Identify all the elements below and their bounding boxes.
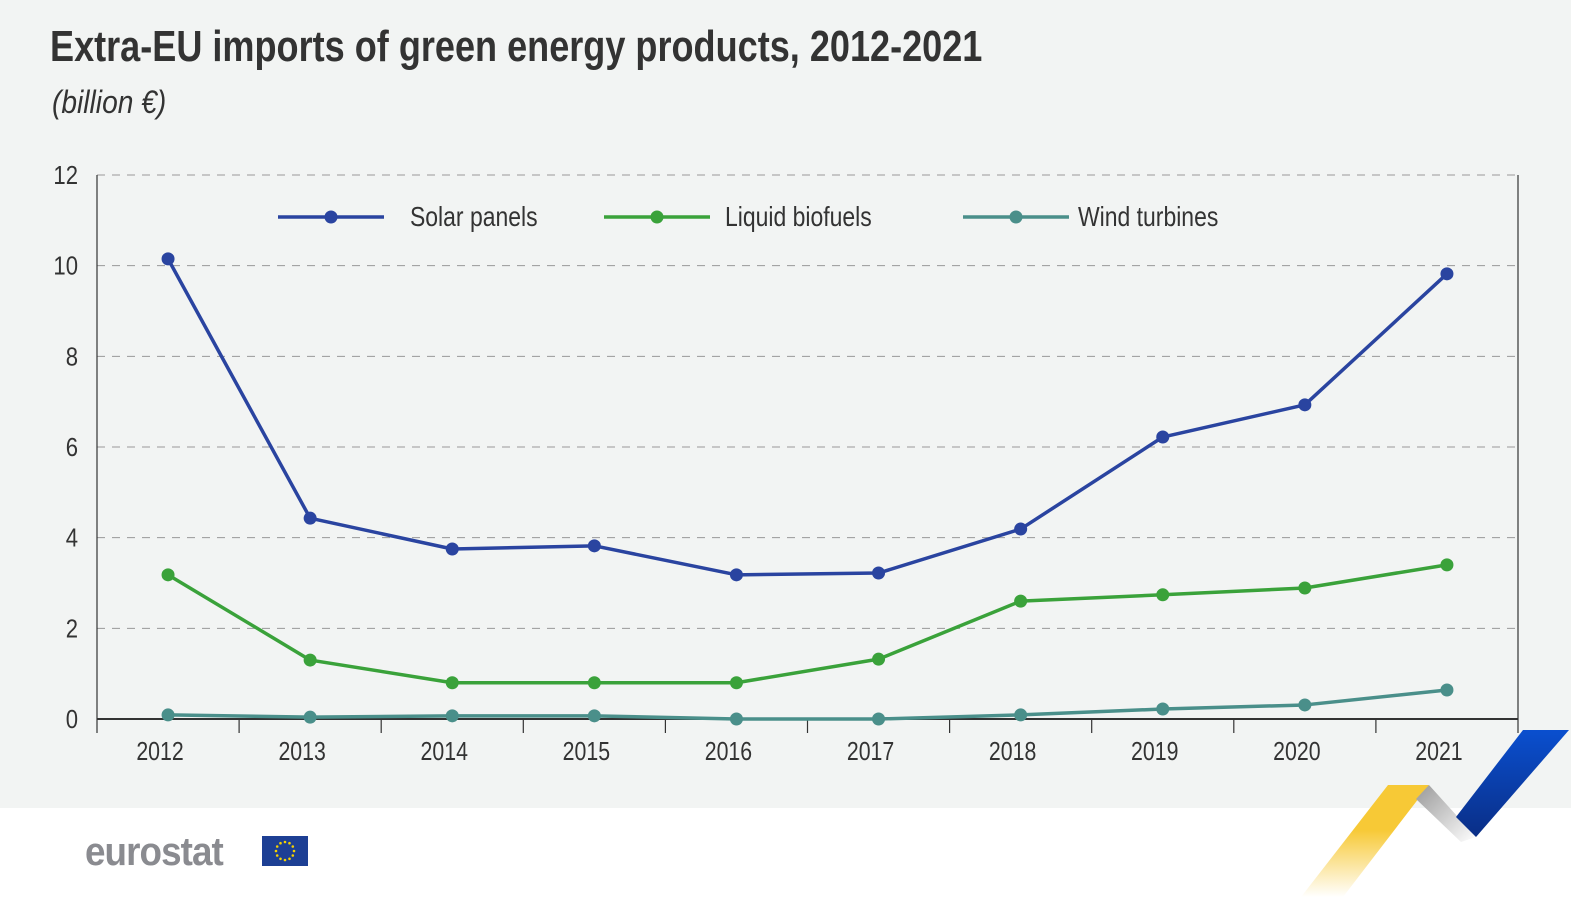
data-point: [729, 676, 743, 690]
star: [283, 840, 287, 844]
data-point: [1298, 698, 1312, 712]
data-point: [1156, 430, 1170, 444]
data-point: [1014, 522, 1028, 536]
data-point: [1156, 702, 1170, 716]
series-liquid-biofuels: [161, 558, 1454, 690]
data-point: [1156, 588, 1170, 602]
star: [288, 841, 291, 845]
data-point: [445, 542, 459, 556]
x-tick-label: 2018: [989, 737, 1036, 767]
x-tick-label: 2014: [421, 737, 468, 767]
data-point: [1440, 267, 1454, 281]
eu-flag-icon: [262, 836, 308, 866]
star: [283, 858, 287, 862]
y-tick-label: 0: [66, 705, 78, 734]
eurostat-logo: eurostat: [85, 830, 308, 875]
star: [275, 845, 279, 848]
y-tick-label: 6: [66, 433, 78, 462]
legend-label: Liquid biofuels: [725, 202, 872, 233]
data-point: [1014, 594, 1028, 608]
x-tick-label: 2012: [136, 737, 183, 767]
data-point: [872, 712, 886, 726]
star: [291, 854, 295, 857]
legend-marker: [650, 210, 664, 224]
star: [275, 854, 279, 857]
star: [288, 857, 291, 861]
legend-item: Solar panels: [278, 202, 538, 233]
series-line: [168, 688, 1448, 721]
data-point: [445, 709, 459, 723]
series-solar-panels: [161, 252, 1454, 582]
legend-label: Solar panels: [410, 202, 538, 233]
data-point: [161, 252, 175, 266]
star: [292, 849, 296, 853]
y-tick-label: 12: [53, 161, 78, 190]
data-point: [303, 653, 317, 667]
data-point: [1014, 708, 1028, 722]
x-tick-label: 2013: [278, 737, 325, 767]
chart-title: Extra-EU imports of green energy product…: [50, 22, 983, 71]
data-point: [587, 709, 601, 723]
data-point: [445, 676, 459, 690]
data-point: [1298, 398, 1312, 412]
legend-item: Liquid biofuels: [604, 202, 872, 233]
y-tick-label: 10: [53, 252, 78, 281]
data-point: [872, 652, 886, 666]
y-tick-label: 8: [66, 343, 78, 372]
eurostat-ribbon-icon: [1301, 730, 1569, 897]
star: [279, 841, 282, 845]
series-wind-turbines: [161, 683, 1454, 726]
legend-marker: [324, 210, 338, 224]
y-tick-label: 2: [66, 615, 78, 644]
legend-label: Wind turbines: [1078, 202, 1218, 233]
data-point: [587, 676, 601, 690]
data-point: [872, 566, 886, 580]
logo-text: eurostat: [85, 830, 224, 874]
series-line: [166, 258, 1449, 577]
data-point: [1440, 558, 1454, 572]
y-tick-label: 4: [66, 524, 78, 553]
star: [274, 849, 278, 853]
star: [291, 845, 295, 848]
x-tick-label: 2016: [705, 737, 752, 767]
data-point: [161, 708, 175, 722]
data-point: [1440, 683, 1454, 697]
x-tick-label: 2021: [1415, 737, 1462, 767]
legend-item: Wind turbines: [963, 202, 1218, 233]
data-point: [729, 568, 743, 582]
x-tick-label: 2017: [847, 737, 894, 767]
x-tick-label: 2019: [1131, 737, 1178, 767]
star: [279, 857, 282, 861]
legend-marker: [1009, 210, 1023, 224]
series-line: [167, 563, 1448, 685]
data-point: [1298, 581, 1312, 595]
data-point: [303, 511, 317, 525]
x-tick-label: 2015: [563, 737, 610, 767]
data-point: [161, 568, 175, 582]
data-point: [729, 712, 743, 726]
x-tick-label: 2020: [1273, 737, 1320, 767]
data-point: [587, 539, 601, 553]
chart-subtitle: (billion €): [52, 84, 167, 120]
data-point: [303, 710, 317, 724]
